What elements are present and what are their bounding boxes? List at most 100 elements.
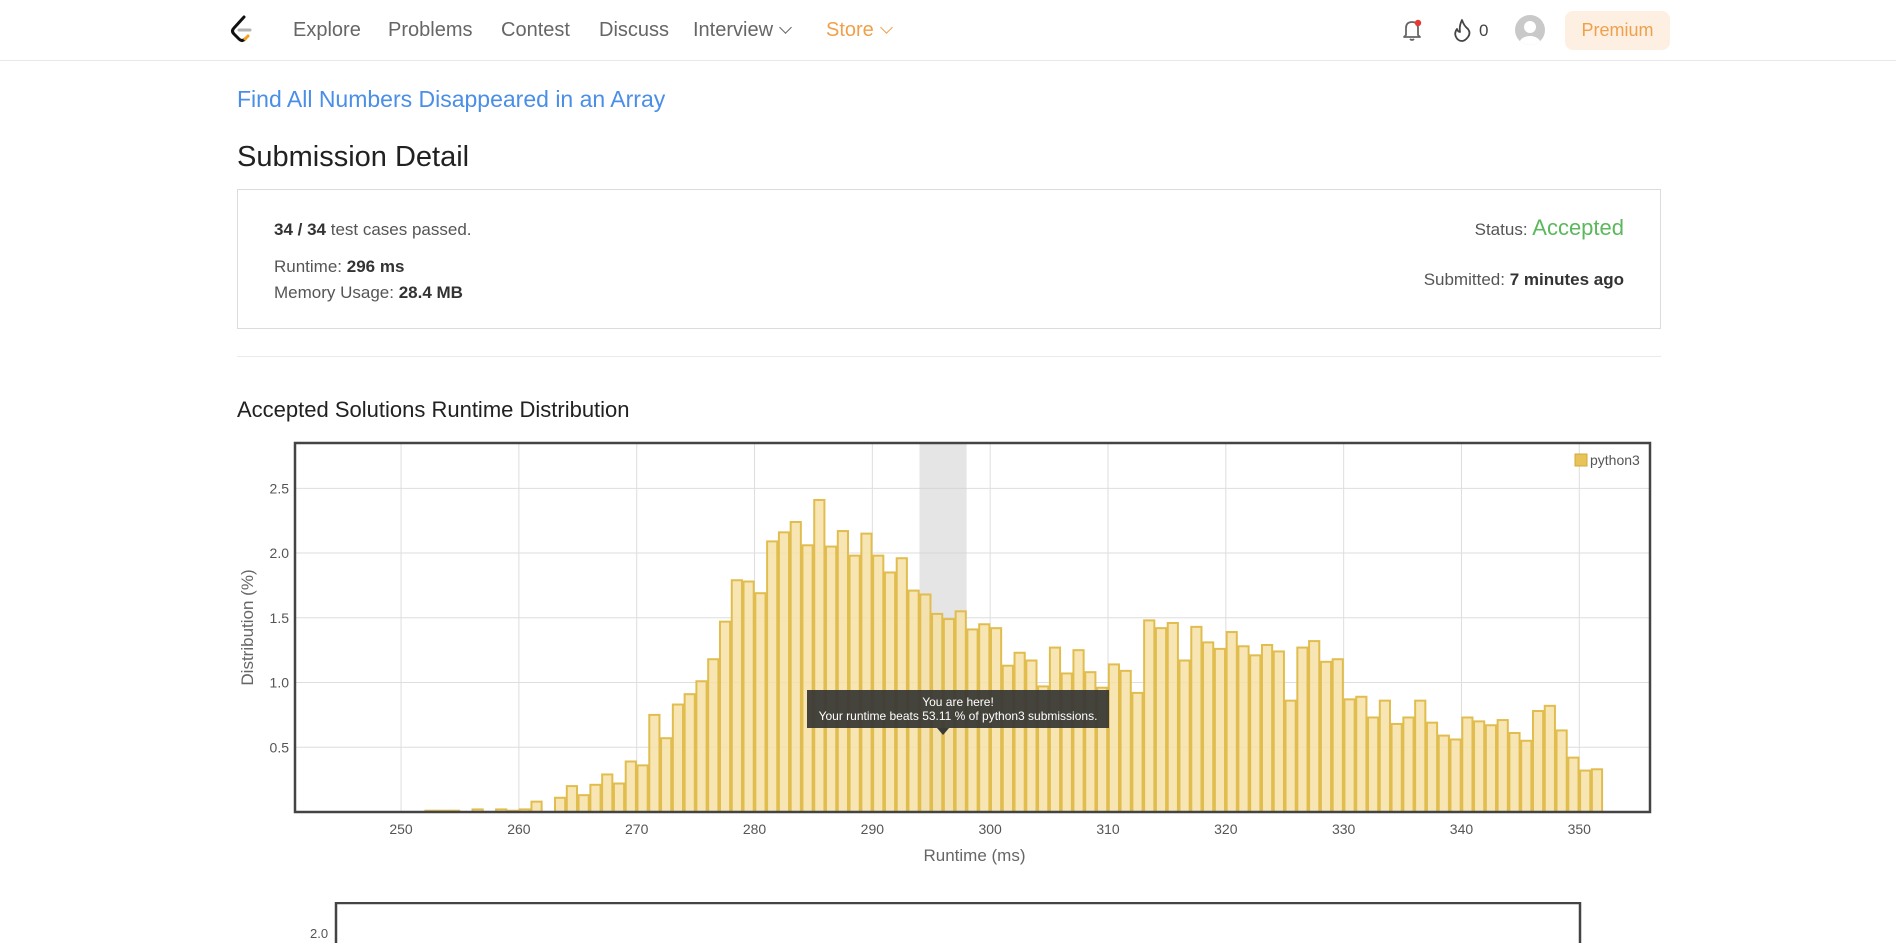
tooltip-title: You are here!: [922, 695, 994, 709]
memory-label: Memory Usage:: [274, 283, 399, 302]
fire-streak-icon[interactable]: [1452, 18, 1472, 42]
distribution-bar: [1025, 659, 1038, 813]
x-tick-label: 260: [507, 821, 531, 837]
distribution-bar: [1190, 625, 1203, 813]
nav-problems[interactable]: Problems: [388, 19, 473, 41]
nav-store[interactable]: Store: [826, 19, 893, 42]
distribution-bar: [848, 554, 861, 813]
nav-interview[interactable]: Interview: [693, 19, 792, 42]
y-tick-label: 2.0: [270, 545, 290, 561]
user-avatar-icon: [1519, 21, 1541, 45]
distribution-bar: [1319, 660, 1333, 813]
top-navbar: Explore Problems Contest Discuss Intervi…: [0, 0, 1896, 61]
y-tick-label: 1.5: [270, 610, 290, 626]
chart-frame: [293, 441, 1652, 814]
nav-discuss[interactable]: Discuss: [599, 19, 670, 41]
x-tick-label: 290: [861, 821, 885, 837]
distribution-bar: [624, 760, 637, 813]
x-tick-label: 300: [978, 821, 1002, 837]
status-label: Status:: [1474, 220, 1533, 239]
distribution-bar: [1119, 669, 1132, 813]
distribution-bar: [1520, 739, 1533, 813]
distribution-bar: [1237, 645, 1250, 813]
memory-value: 28.4 MB: [398, 283, 463, 302]
chevron-down-icon: [879, 21, 893, 34]
submitted-time: Submitted: 7 minutes ago: [1424, 270, 1624, 290]
status-result: Status: Accepted: [1475, 215, 1624, 241]
distribution-bar: [1143, 619, 1156, 813]
submitted-value: 7 minutes ago: [1509, 270, 1624, 289]
test-cases-count: 34 / 34: [274, 220, 326, 239]
distribution-bar: [1154, 627, 1168, 813]
distribution-bar: [1449, 738, 1462, 814]
distribution-bar: [612, 782, 626, 813]
distribution-bar: [1567, 756, 1580, 814]
status-badge: Accepted: [1532, 215, 1624, 240]
distribution-bar: [789, 520, 802, 814]
distribution-bar: [648, 713, 661, 814]
leetcode-logo-icon[interactable]: [228, 14, 254, 46]
distribution-bar: [565, 785, 578, 813]
submitted-label: Submitted:: [1423, 270, 1510, 289]
nav-explore[interactable]: Explore: [293, 19, 361, 41]
distribution-bar: [1107, 663, 1120, 813]
runtime-label: Runtime:: [274, 257, 347, 276]
memory-result: Memory Usage: 28.4 MB: [274, 283, 463, 303]
distribution-bar: [530, 800, 543, 814]
distribution-bar: [754, 592, 767, 813]
distribution-bar: [1225, 631, 1238, 813]
x-axis-label: Runtime (ms): [923, 846, 1025, 865]
nav-contest[interactable]: Contest: [501, 19, 570, 41]
distribution-bar: [1308, 640, 1321, 813]
distribution-bar: [1355, 695, 1368, 814]
distribution-bar: [1331, 658, 1344, 813]
distribution-bar: [1272, 650, 1285, 813]
distribution-bar: [601, 773, 614, 814]
chart2-ytick-label: 2.0: [310, 926, 328, 941]
distribution-bar: [1202, 641, 1215, 813]
distribution-bar: [707, 658, 720, 813]
distribution-bar: [1579, 769, 1592, 813]
premium-button[interactable]: Premium: [1565, 11, 1670, 50]
distribution-title: Accepted Solutions Runtime Distribution: [237, 397, 630, 422]
distribution-bar: [554, 796, 567, 814]
distribution-bar: [1461, 716, 1474, 814]
distribution-bar: [1425, 721, 1439, 813]
problem-title-link[interactable]: Find All Numbers Disappeared in an Array: [237, 86, 666, 112]
distribution-bar: [1437, 734, 1450, 814]
y-axis-label: Distribution (%): [238, 569, 257, 685]
distribution-bar: [825, 545, 838, 813]
x-tick-label: 280: [743, 821, 767, 837]
nav-store-label: Store: [826, 19, 874, 41]
distribution-bar: [730, 579, 743, 813]
distribution-bar: [636, 764, 649, 813]
nav-interview-label: Interview: [693, 19, 774, 41]
distribution-bar: [1402, 716, 1415, 814]
distribution-bar: [1508, 732, 1521, 814]
distribution-bar: [577, 794, 590, 814]
distribution-bar: [1260, 643, 1274, 813]
runtime-result: Runtime: 296 ms: [274, 257, 404, 277]
distribution-bar: [742, 580, 755, 813]
submission-detail-box: 34 / 34 test cases passed. Runtime: 296 …: [237, 189, 1661, 329]
distribution-bar: [1414, 699, 1427, 813]
distribution-bar: [1166, 621, 1179, 813]
distribution-bar: [1001, 664, 1014, 813]
distribution-bar: [1178, 659, 1191, 813]
distribution-bar: [1048, 646, 1062, 813]
distribution-bar: [860, 532, 873, 813]
tooltip-text: Your runtime beats 53.11 % of python3 su…: [819, 709, 1098, 723]
avatar[interactable]: [1515, 15, 1545, 45]
distribution-bar: [1284, 699, 1297, 813]
x-tick-label: 310: [1096, 821, 1120, 837]
distribution-bar: [1378, 699, 1391, 813]
legend-entry: python3: [1590, 452, 1640, 468]
distribution-bar: [1473, 720, 1486, 813]
distribution-bar: [1213, 647, 1227, 813]
distribution-bar: [1590, 768, 1604, 813]
notification-bell-icon[interactable]: [1402, 18, 1424, 42]
distribution-bar: [1531, 710, 1545, 813]
x-tick-label: 320: [1214, 821, 1238, 837]
distribution-bar: [1390, 722, 1403, 813]
legend-swatch: [1574, 453, 1588, 467]
